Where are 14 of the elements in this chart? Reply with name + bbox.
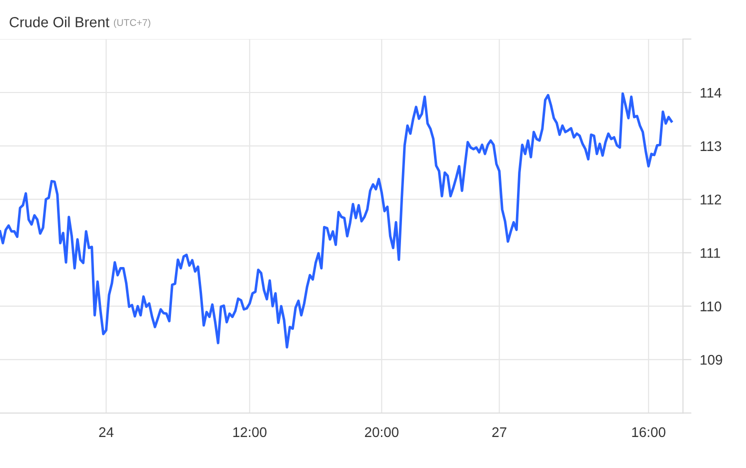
y-tick-label: 110 [700,302,722,312]
y-tick-label: 112 [700,194,722,204]
y-tick-label: 109 [700,354,722,365]
x-tick-label: 27 [492,427,506,437]
x-tick-label: 24 [99,427,114,437]
y-tick-label: 111 [700,248,720,258]
y-tick-label: 113 [700,141,722,152]
chart-title: Crude Oil Brent [10,16,110,28]
chart-subtitle: (UTC+7) [114,18,150,28]
y-tick-label: 114 [700,88,722,98]
x-tick-label: 12:00 [233,427,266,438]
x-tick-label: 16:00 [632,427,666,438]
x-tick-label: 20:00 [364,427,398,438]
line-series [0,92,673,349]
